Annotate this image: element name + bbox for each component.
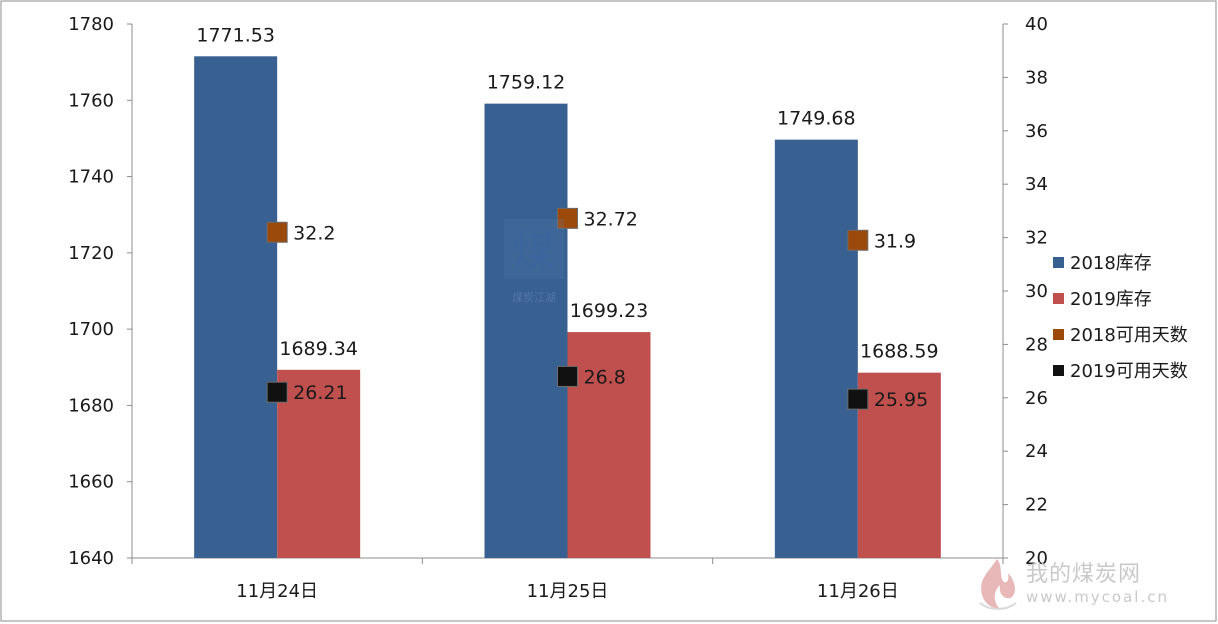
legend-item-2018-days: 2018可用天数	[1053, 316, 1188, 352]
marker-data-label: 32.72	[584, 208, 638, 230]
x-tick-label: 11月24日	[236, 581, 318, 602]
flame-logo-icon	[979, 559, 1017, 610]
y-right-tick-label: 32	[1025, 228, 1048, 249]
marker-data-label: 25.95	[874, 389, 928, 411]
legend-swatch-2019-stock	[1053, 292, 1064, 304]
y-right-tick-label: 34	[1025, 174, 1048, 195]
legend-swatch-2019-days	[1053, 364, 1064, 376]
marker-2018可用天数-11月25日	[557, 207, 578, 229]
legend-swatch-2018-stock	[1053, 256, 1064, 268]
legend-label-2018-stock: 2018库存	[1070, 253, 1152, 274]
site-url: www.mycoal.cn	[1026, 588, 1169, 606]
x-tick-label: 11月25日	[527, 581, 609, 602]
bar-2018库存-11月25日	[484, 103, 568, 559]
y-left-tick-label: 1640	[68, 548, 114, 569]
y-left-tick-label: 1680	[68, 395, 114, 416]
y-left-tick-label: 1760	[68, 90, 114, 111]
bar-2018库存-11月26日	[774, 139, 858, 558]
site-name: 我的煤炭网	[1026, 562, 1142, 587]
logo-glyph: 煤	[512, 227, 556, 278]
marker-data-label: 31.9	[874, 230, 916, 252]
bar-2019库存-11月26日	[857, 372, 941, 558]
legend-item-2019-days: 2019可用天数	[1053, 352, 1188, 388]
marker-data-label: 26.8	[584, 366, 626, 388]
legend-label-2018-days: 2018可用天数	[1070, 325, 1188, 346]
bar-data-label: 1759.12	[487, 72, 566, 94]
bar-data-label: 1771.53	[196, 24, 275, 46]
y-right-tick-label: 30	[1025, 281, 1048, 302]
marker-2019可用天数-11月24日	[266, 381, 288, 403]
bar-2019库存-11月24日	[277, 369, 361, 558]
center-watermark-logo: 煤 煤炭江湖	[500, 215, 568, 307]
y-right-tick-label: 40	[1025, 14, 1048, 35]
y-right-tick-label: 26	[1025, 388, 1048, 409]
x-tick-label: 11月26日	[817, 581, 899, 602]
site-watermark: 我的煤炭网 www.mycoal.cn	[968, 555, 1169, 613]
legend-item-2019-stock: 2019库存	[1053, 280, 1188, 316]
y-right-tick-label: 24	[1025, 441, 1048, 462]
y-left-tick-label: 1700	[68, 319, 114, 340]
legend-item-2018-stock: 2018库存	[1053, 244, 1188, 280]
marker-2019可用天数-11月25日	[557, 365, 578, 387]
y-right-tick-label: 38	[1025, 67, 1048, 88]
bar-data-label: 1749.68	[777, 108, 856, 130]
marker-data-label: 32.2	[293, 222, 335, 244]
bar-data-label: 1688.59	[860, 341, 939, 363]
legend: 2018库存 2019库存 2018可用天数 2019可用天数	[1053, 244, 1188, 388]
y-left-tick-label: 1780	[68, 14, 114, 35]
marker-2018可用天数-11月24日	[266, 221, 288, 243]
bar-2018库存-11月24日	[194, 56, 278, 558]
y-right-tick-label: 20	[1025, 548, 1048, 569]
bar-data-label: 1689.34	[279, 338, 358, 360]
bar-data-label: 1699.23	[570, 300, 649, 322]
marker-2019可用天数-11月26日	[847, 388, 869, 410]
y-right-tick-label: 36	[1025, 121, 1048, 142]
marker-data-label: 26.21	[293, 382, 347, 404]
bar-2019库存-11月25日	[567, 332, 651, 558]
y-left-tick-label: 1660	[68, 472, 114, 493]
y-left-tick-label: 1740	[68, 167, 114, 188]
legend-label-2019-stock: 2019库存	[1070, 289, 1152, 310]
y-right-tick-label: 28	[1025, 334, 1048, 355]
legend-swatch-2018-days	[1053, 328, 1064, 340]
y-left-tick-label: 1720	[68, 243, 114, 264]
coal-logo-icon: 煤	[504, 219, 564, 279]
marker-2018可用天数-11月26日	[847, 229, 869, 251]
logo-caption: 煤炭江湖	[512, 291, 556, 304]
legend-label-2019-days: 2019可用天数	[1070, 361, 1188, 382]
y-right-tick-label: 22	[1025, 495, 1048, 516]
